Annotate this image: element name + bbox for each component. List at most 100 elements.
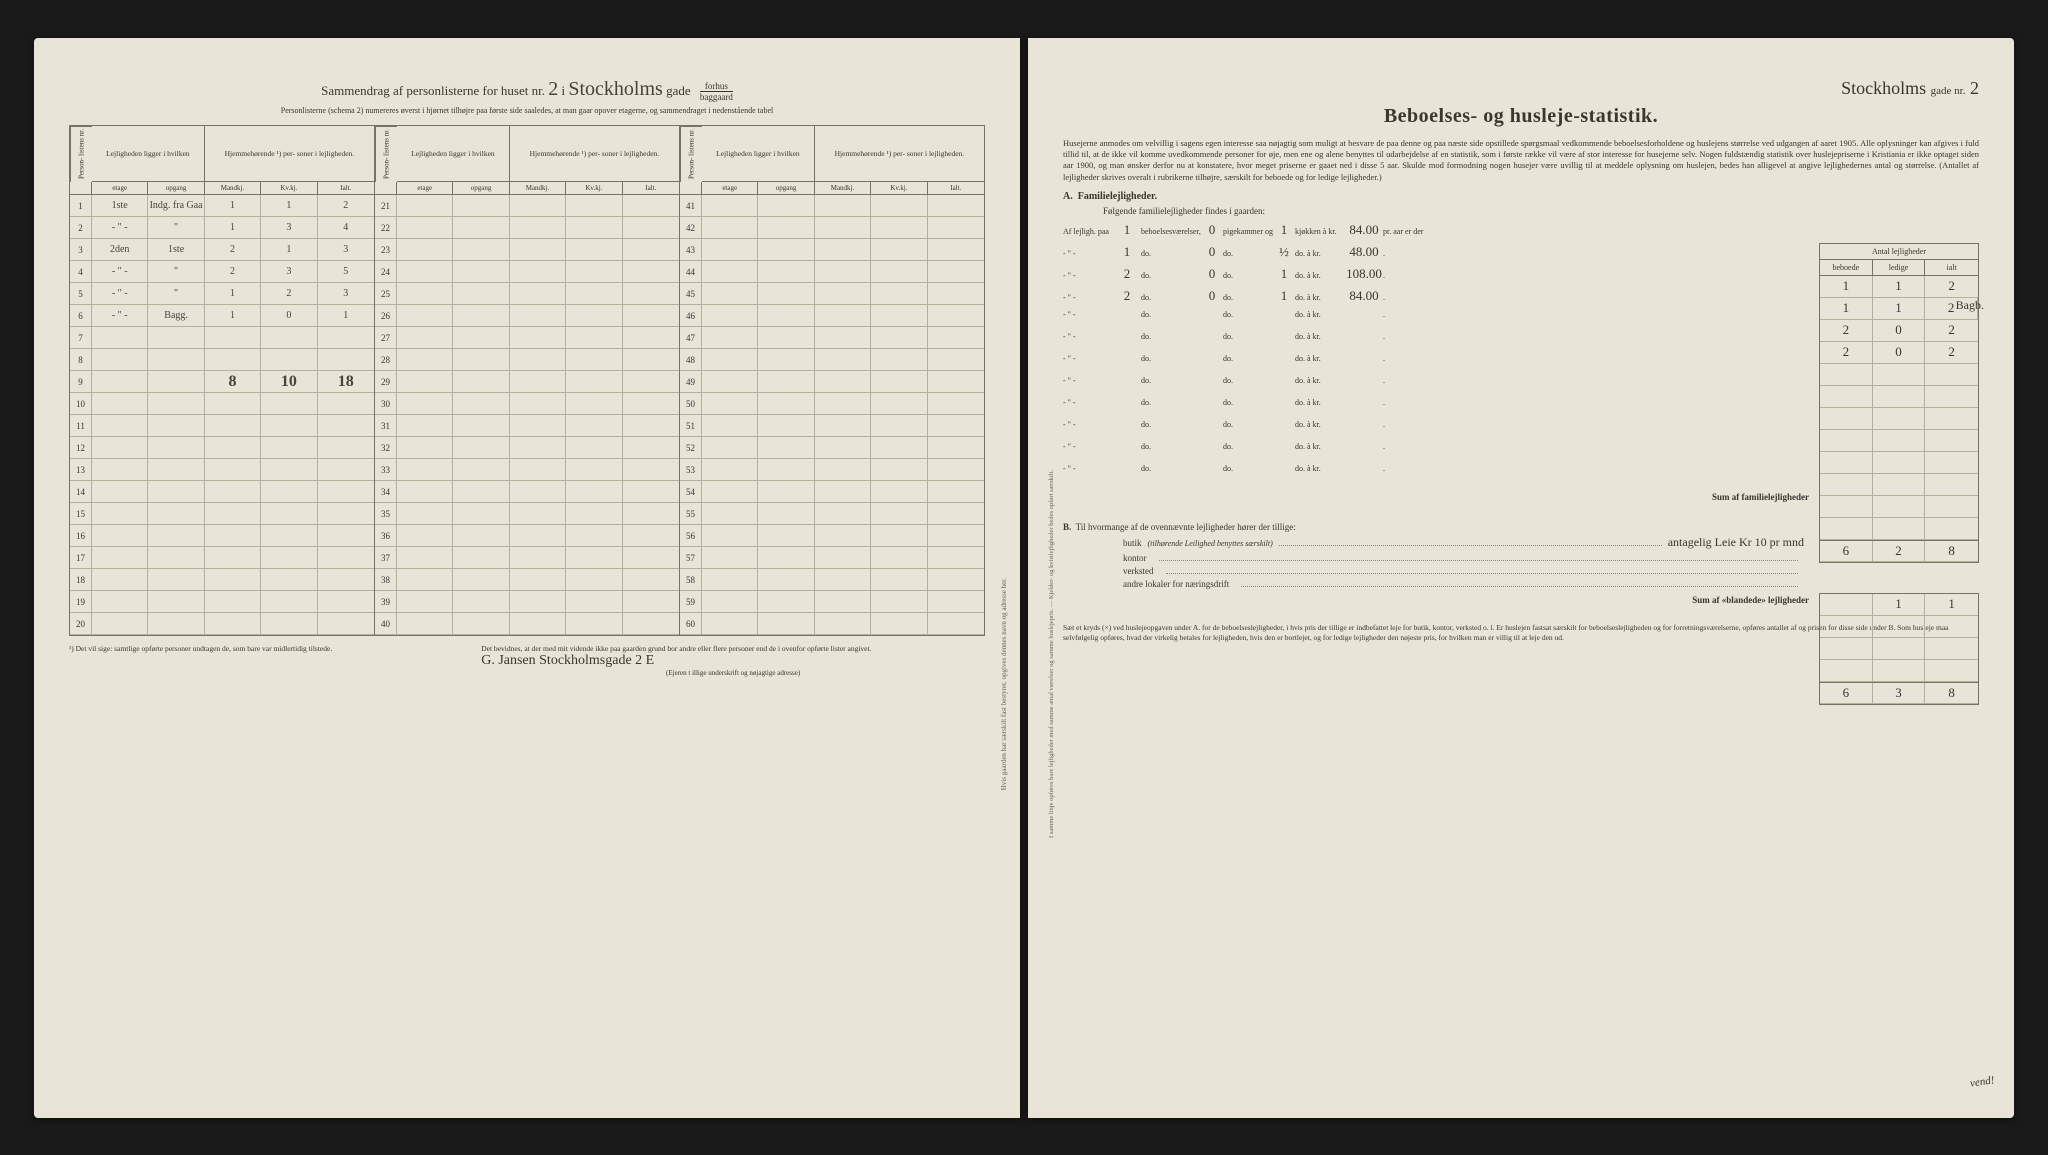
table-cell bbox=[453, 459, 509, 481]
antal-b-body: 11 bbox=[1820, 594, 1978, 682]
table-cell: " bbox=[148, 217, 204, 239]
table-cell bbox=[758, 503, 814, 525]
table-cell: 2 bbox=[70, 217, 92, 239]
table-cell bbox=[397, 503, 453, 525]
table-cell: 31 bbox=[375, 415, 397, 437]
table-cell: 1 bbox=[205, 195, 261, 217]
table-cell: 25 bbox=[375, 283, 397, 305]
table-cell bbox=[453, 503, 509, 525]
table-cell: 2 bbox=[261, 283, 317, 305]
table-cell bbox=[815, 195, 871, 217]
table-cell bbox=[318, 547, 374, 569]
table-cell bbox=[623, 569, 679, 591]
table-cell bbox=[148, 591, 204, 613]
table-cell: 2den bbox=[92, 239, 148, 261]
table-cell bbox=[815, 481, 871, 503]
table-cell: 22 bbox=[375, 217, 397, 239]
table-cell: 19 bbox=[70, 591, 92, 613]
table-cell: 3 bbox=[261, 261, 317, 283]
table-cell bbox=[702, 305, 758, 327]
table-cell: 21 bbox=[375, 195, 397, 217]
table-cell bbox=[871, 371, 927, 393]
table-cell bbox=[928, 437, 984, 459]
table-cell bbox=[566, 481, 622, 503]
table-cell bbox=[758, 437, 814, 459]
table-cell bbox=[148, 481, 204, 503]
table-cell: 52 bbox=[680, 437, 702, 459]
table-cell: 18 bbox=[70, 569, 92, 591]
table-cell bbox=[453, 261, 509, 283]
antal-row bbox=[1820, 452, 1978, 474]
table-cell bbox=[261, 393, 317, 415]
table-cell bbox=[815, 459, 871, 481]
table-cell: 1 bbox=[205, 217, 261, 239]
table-cell: 10 bbox=[70, 393, 92, 415]
table-cell: 8 bbox=[70, 349, 92, 371]
table-cell bbox=[815, 613, 871, 635]
table-cell bbox=[928, 393, 984, 415]
table-cell bbox=[815, 569, 871, 591]
table-cell: 58 bbox=[680, 569, 702, 591]
table-cell bbox=[702, 393, 758, 415]
table-cell bbox=[261, 525, 317, 547]
table-cell: " bbox=[148, 261, 204, 283]
table-cell bbox=[148, 349, 204, 371]
table-cell: 60 bbox=[680, 613, 702, 635]
antal-row: 112Bagb. bbox=[1820, 298, 1978, 320]
table-cell bbox=[815, 393, 871, 415]
house-nr: 2 bbox=[548, 78, 558, 100]
table-cell bbox=[261, 613, 317, 635]
table-cell bbox=[623, 393, 679, 415]
table-cell bbox=[397, 261, 453, 283]
right-title: Beboelses- og husleje-statistik. bbox=[1063, 105, 1979, 128]
table-cell bbox=[871, 569, 927, 591]
table-cell bbox=[397, 415, 453, 437]
table-cell bbox=[928, 503, 984, 525]
b-line: verksted bbox=[1123, 566, 1804, 576]
table-cell bbox=[205, 525, 261, 547]
head-lejlighed: Lejligheden ligger i hvilken bbox=[92, 126, 205, 182]
table-cell: Bagg. bbox=[148, 305, 204, 327]
table-cell: 11 bbox=[70, 415, 92, 437]
table-cell bbox=[453, 283, 509, 305]
table-cell bbox=[623, 547, 679, 569]
table-cell bbox=[566, 371, 622, 393]
right-header-hw: Stockholms gade nr. 2 bbox=[1063, 78, 1979, 99]
table-cell bbox=[815, 283, 871, 305]
table-cell bbox=[318, 349, 374, 371]
sig-label: (Ejeren t illige underskrift og nøjagtig… bbox=[481, 669, 985, 677]
table-cell bbox=[397, 327, 453, 349]
table-cell: - " - bbox=[92, 217, 148, 239]
table-cell: 9 bbox=[70, 371, 92, 393]
table-cell: 28 bbox=[375, 349, 397, 371]
table-cell bbox=[758, 195, 814, 217]
table-cell: 53 bbox=[680, 459, 702, 481]
table-cell bbox=[453, 437, 509, 459]
table-cell: 1ste bbox=[148, 239, 204, 261]
table-cell bbox=[397, 305, 453, 327]
table-cell bbox=[148, 547, 204, 569]
table-block-3: Person- listens nr. Lejligheden ligger i… bbox=[680, 125, 985, 636]
table-cell bbox=[510, 525, 566, 547]
table-cell bbox=[815, 305, 871, 327]
table-cell: 20 bbox=[70, 613, 92, 635]
table-cell bbox=[815, 415, 871, 437]
table-cell bbox=[205, 503, 261, 525]
table-cell bbox=[397, 591, 453, 613]
antal-row bbox=[1820, 408, 1978, 430]
table-cell bbox=[453, 327, 509, 349]
table-cell: 10 bbox=[261, 371, 317, 393]
table-cell: 3 bbox=[70, 239, 92, 261]
left-page: Sammendrag af personlisterne for huset n… bbox=[34, 38, 1020, 1118]
table-cell bbox=[566, 503, 622, 525]
table-cell bbox=[702, 525, 758, 547]
family-row: - " -do.do.do. à kr.. bbox=[1063, 420, 1804, 442]
table-cell bbox=[205, 437, 261, 459]
table-cell: 6 bbox=[70, 305, 92, 327]
left-vertical-note: Hvis gaarden har særskilt fast bestyrer,… bbox=[1000, 578, 1008, 790]
table-cell bbox=[453, 481, 509, 503]
table-cell: 2 bbox=[205, 239, 261, 261]
table-cell bbox=[397, 569, 453, 591]
table-cell: Indg. fra Gaa bbox=[148, 195, 204, 217]
table-cell: 47 bbox=[680, 327, 702, 349]
